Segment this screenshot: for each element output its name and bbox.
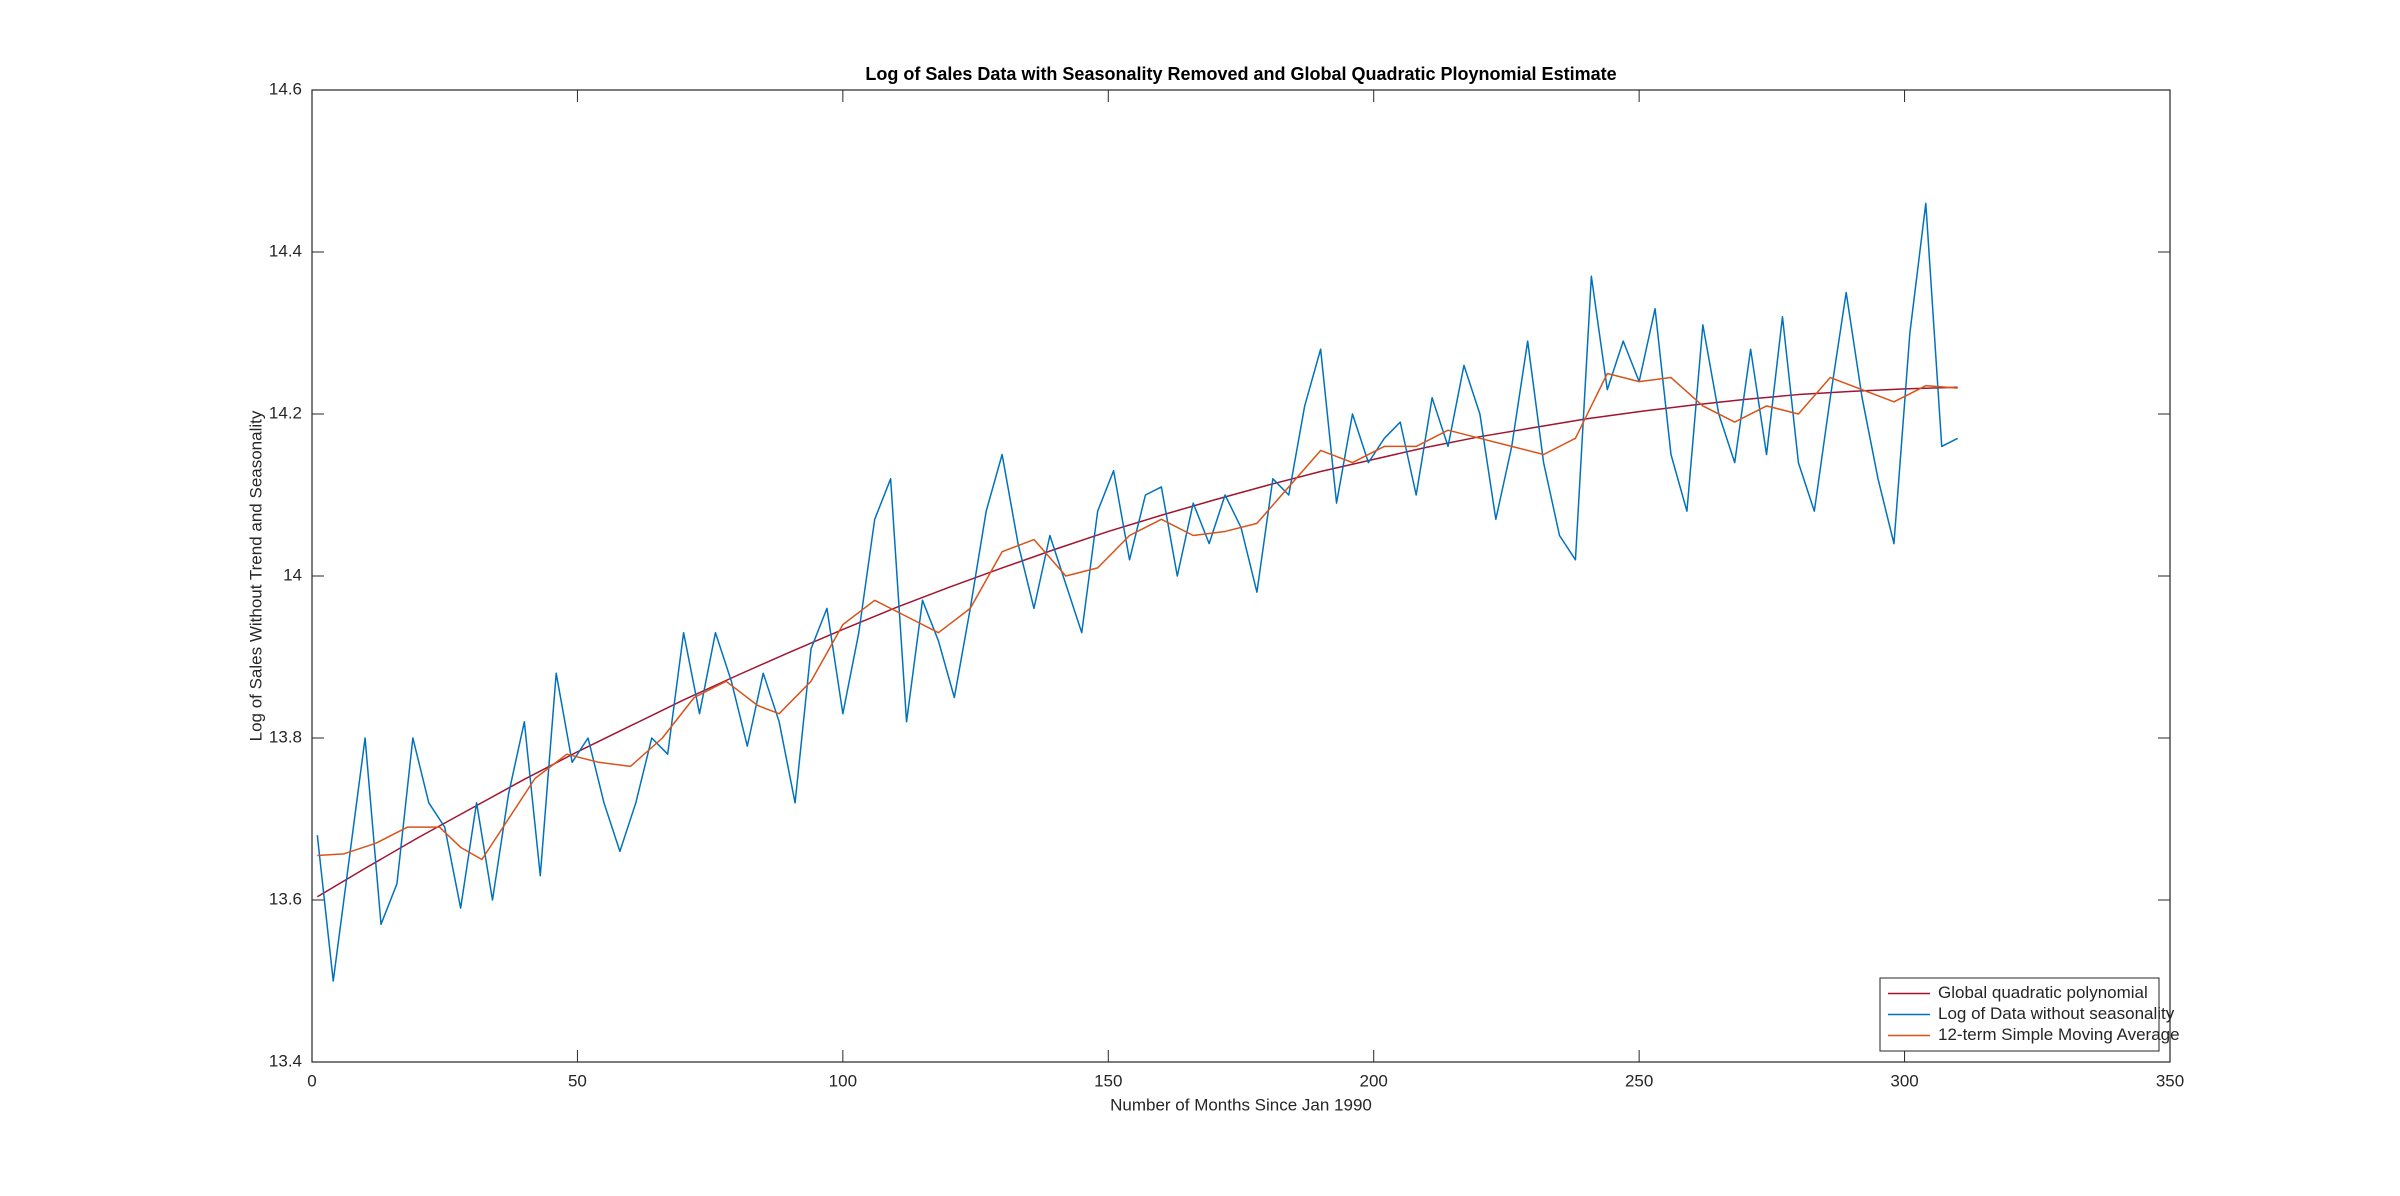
y-axis-label: Log of Sales Without Trend and Seasonali… [246,410,265,741]
series-line [317,372,1958,861]
x-tick-label: 0 [307,1071,316,1090]
x-tick-label: 300 [1890,1071,1918,1090]
x-tick-label: 250 [1625,1071,1653,1090]
legend-label: Global quadratic polynomial [1938,983,2148,1002]
y-tick-label: 14.6 [269,79,302,98]
series-line [316,386,1958,898]
x-axis-label: Number of Months Since Jan 1990 [1110,1095,1372,1114]
x-tick-label: 150 [1094,1071,1122,1090]
legend-label: 12-term Simple Moving Average [1938,1025,2180,1044]
plot-area [311,89,2171,1063]
y-tick-label: 13.8 [269,727,302,746]
series-line [316,202,1958,982]
legend-label: Log of Data without seasonality [1938,1004,2175,1023]
x-tick-label: 50 [568,1071,587,1090]
y-tick-label: 14 [283,565,302,584]
y-tick-label: 13.4 [269,1051,302,1070]
y-tick-label: 14.4 [269,241,302,260]
y-tick-label: 13.6 [269,889,302,908]
x-tick-label: 100 [829,1071,857,1090]
chart-title: Log of Sales Data with Seasonality Remov… [865,64,1616,84]
x-tick-label: 200 [1360,1071,1388,1090]
x-tick-label: 350 [2156,1071,2184,1090]
y-tick-label: 14.2 [269,403,302,422]
